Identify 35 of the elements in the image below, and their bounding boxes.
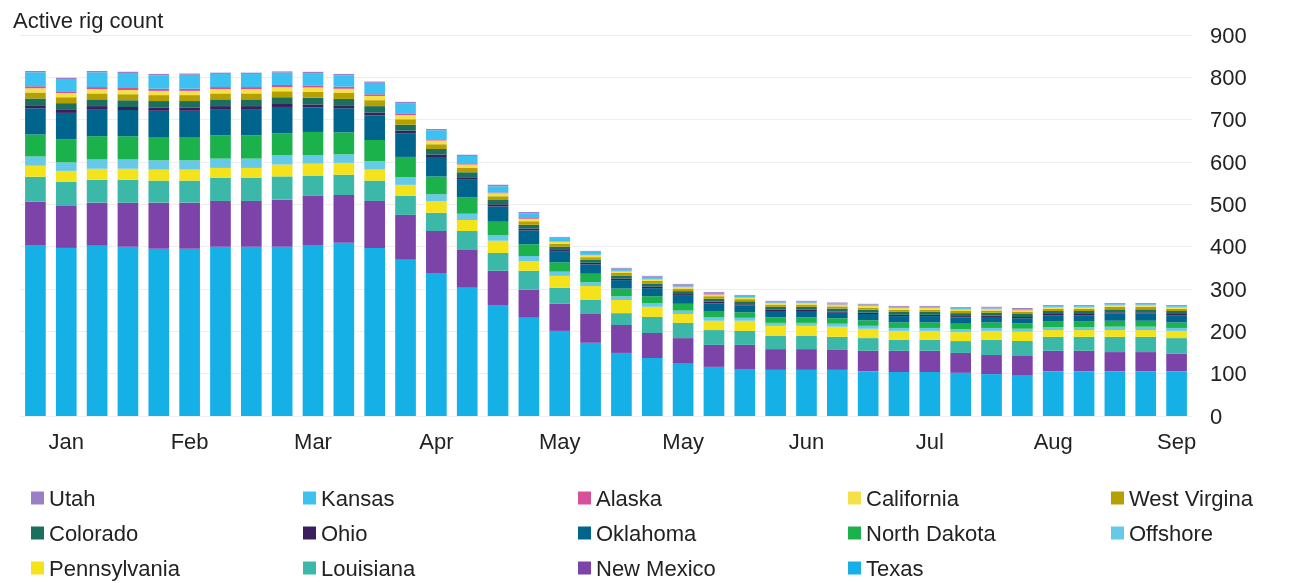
y-tick-label: 900 [1210, 22, 1247, 48]
y-tick-label: 800 [1210, 64, 1247, 90]
legend-label: Pennsylvania [49, 555, 181, 581]
legend-label: Kansas [321, 485, 395, 511]
x-tick-label: Apr [419, 428, 454, 454]
y-tick-label: 400 [1210, 234, 1247, 260]
legend-label: New Mexico [596, 555, 716, 581]
x-tick-label: Mar [294, 428, 332, 454]
x-tick-label: Jul [915, 428, 944, 454]
x-tick-label: Jun [788, 428, 825, 454]
legend-label: Utah [49, 485, 96, 511]
x-tick-label: Feb [170, 428, 209, 454]
y-tick-label: 700 [1210, 107, 1247, 133]
y-tick-label: 0 [1210, 403, 1223, 429]
y-tick-label: 100 [1210, 361, 1247, 387]
y-axis-title: Active rig count [13, 7, 164, 33]
x-tick-label: May [662, 428, 704, 454]
legend-label: Offshore [1129, 520, 1213, 546]
legend-label: Louisiana [321, 555, 416, 581]
x-tick-label: Jan [48, 428, 85, 454]
x-tick-label: May [538, 428, 581, 454]
legend-label: Texas [866, 555, 924, 581]
legend-label: California [866, 485, 960, 511]
x-tick-label: Sep [1157, 428, 1197, 454]
y-tick-label: 300 [1210, 276, 1247, 302]
y-tick-label: 200 [1210, 318, 1247, 344]
legend-label: Alaska [596, 485, 663, 511]
legend-label: North Dakota [866, 520, 997, 546]
y-tick-label: 500 [1210, 191, 1247, 217]
legend-label: Colorado [49, 520, 139, 546]
legend-label: West Virgina [1129, 485, 1254, 511]
legend-label: Oklahoma [596, 520, 698, 546]
y-tick-label: 600 [1210, 149, 1247, 175]
x-tick-label: Aug [1033, 428, 1073, 454]
legend-label: Ohio [321, 520, 368, 546]
